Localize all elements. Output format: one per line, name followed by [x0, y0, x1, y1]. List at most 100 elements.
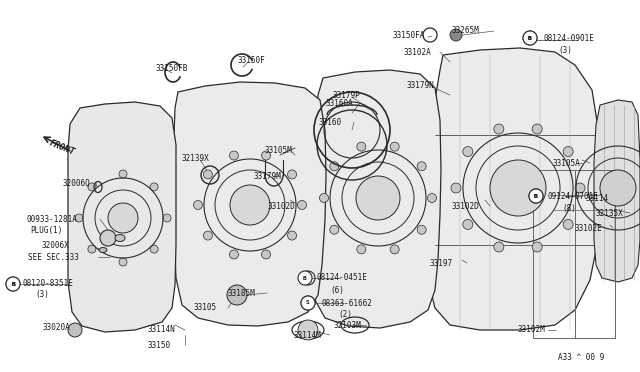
- Text: PLUG(1): PLUG(1): [30, 225, 62, 234]
- Text: B: B: [534, 193, 538, 199]
- Circle shape: [229, 151, 239, 160]
- Circle shape: [229, 250, 239, 259]
- Text: B: B: [11, 282, 15, 286]
- Circle shape: [523, 31, 537, 45]
- Ellipse shape: [99, 247, 107, 253]
- Circle shape: [490, 160, 546, 216]
- Text: 08363-61662: 08363-61662: [322, 298, 373, 308]
- Circle shape: [390, 245, 399, 254]
- Text: FRONT: FRONT: [48, 139, 76, 157]
- Circle shape: [463, 219, 473, 230]
- Circle shape: [204, 170, 212, 179]
- Text: 33114: 33114: [586, 193, 609, 202]
- Circle shape: [88, 183, 96, 191]
- Circle shape: [357, 142, 366, 151]
- Text: B: B: [303, 276, 307, 280]
- Circle shape: [417, 225, 426, 234]
- Text: (3): (3): [35, 291, 49, 299]
- Circle shape: [75, 214, 83, 222]
- Circle shape: [390, 142, 399, 151]
- Circle shape: [330, 225, 339, 234]
- Text: 33105A: 33105A: [553, 158, 580, 167]
- Text: 00933-1281A: 00933-1281A: [26, 215, 77, 224]
- Circle shape: [88, 245, 96, 253]
- Circle shape: [563, 147, 573, 157]
- Text: 33102D: 33102D: [452, 202, 480, 211]
- Circle shape: [523, 31, 537, 45]
- Text: 33185M: 33185M: [228, 289, 256, 298]
- Polygon shape: [594, 100, 640, 282]
- Circle shape: [68, 323, 82, 337]
- Circle shape: [356, 176, 400, 220]
- Circle shape: [119, 170, 127, 178]
- Text: 33160A: 33160A: [326, 99, 354, 108]
- Ellipse shape: [115, 234, 125, 241]
- Text: 33179N: 33179N: [407, 80, 435, 90]
- Text: (3): (3): [558, 45, 572, 55]
- Circle shape: [451, 183, 461, 193]
- Polygon shape: [425, 48, 602, 330]
- Circle shape: [330, 162, 339, 171]
- Circle shape: [319, 193, 328, 202]
- Circle shape: [494, 124, 504, 134]
- Circle shape: [230, 185, 270, 225]
- Text: 33105: 33105: [194, 304, 217, 312]
- Circle shape: [529, 189, 543, 203]
- Text: 32103M: 32103M: [334, 321, 362, 330]
- Text: 08124-0901E: 08124-0901E: [544, 33, 595, 42]
- Circle shape: [150, 245, 158, 253]
- Text: 33150F: 33150F: [237, 55, 265, 64]
- Polygon shape: [312, 70, 441, 328]
- Text: (6): (6): [330, 285, 344, 295]
- Circle shape: [600, 170, 636, 206]
- Polygon shape: [68, 102, 176, 332]
- Text: 33150: 33150: [148, 340, 171, 350]
- Circle shape: [204, 231, 212, 240]
- Text: S: S: [306, 301, 310, 305]
- Circle shape: [150, 183, 158, 191]
- Circle shape: [563, 219, 573, 230]
- Text: 32139X: 32139X: [181, 154, 209, 163]
- Text: 09124-0701E: 09124-0701E: [548, 192, 599, 201]
- Circle shape: [532, 124, 542, 134]
- Circle shape: [532, 242, 542, 252]
- Circle shape: [494, 242, 504, 252]
- Text: B: B: [528, 35, 532, 41]
- Circle shape: [450, 29, 462, 41]
- Text: A33 ^ 00 9: A33 ^ 00 9: [558, 353, 604, 362]
- Text: 32135X: 32135X: [596, 208, 624, 218]
- Circle shape: [287, 231, 296, 240]
- Circle shape: [463, 147, 473, 157]
- Text: 33114M: 33114M: [294, 330, 322, 340]
- Text: 33102E: 33102E: [575, 224, 603, 232]
- Circle shape: [193, 201, 202, 209]
- Circle shape: [108, 203, 138, 233]
- Text: (8): (8): [562, 203, 576, 212]
- Text: 33114N: 33114N: [148, 326, 176, 334]
- Text: 33102A: 33102A: [404, 48, 432, 57]
- Circle shape: [227, 285, 247, 305]
- Circle shape: [6, 277, 20, 291]
- Text: 33150FB: 33150FB: [155, 64, 188, 73]
- Circle shape: [428, 193, 436, 202]
- Circle shape: [301, 296, 315, 310]
- Text: 33020A: 33020A: [42, 324, 70, 333]
- Circle shape: [575, 183, 585, 193]
- Circle shape: [298, 271, 312, 285]
- Circle shape: [357, 245, 366, 254]
- Text: 33179P: 33179P: [333, 90, 361, 99]
- Circle shape: [287, 170, 296, 179]
- Circle shape: [298, 201, 307, 209]
- Text: 33102D: 33102D: [268, 202, 296, 211]
- Circle shape: [417, 162, 426, 171]
- Circle shape: [6, 277, 20, 291]
- Text: B: B: [528, 35, 532, 41]
- Text: B: B: [11, 282, 15, 286]
- Text: (2): (2): [338, 311, 352, 320]
- Text: 33105M: 33105M: [265, 145, 292, 154]
- Text: 33150FA: 33150FA: [393, 31, 426, 39]
- Text: B: B: [534, 193, 538, 199]
- Text: 08124-0451E: 08124-0451E: [317, 273, 368, 282]
- Text: 08120-8351E: 08120-8351E: [22, 279, 73, 289]
- Text: 33265M: 33265M: [452, 26, 480, 35]
